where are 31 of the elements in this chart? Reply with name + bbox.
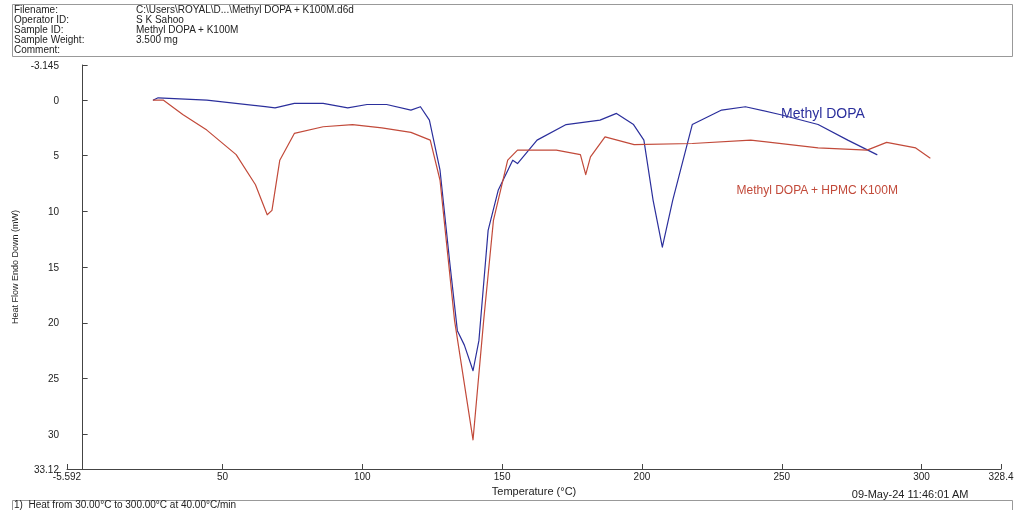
series-label: Methyl DOPA (781, 104, 866, 121)
x-axis-title: Temperature (°C) (491, 485, 577, 498)
y-tick-label: 15 (47, 261, 60, 273)
x-tick-label: 300 (913, 470, 931, 482)
y-tick-label: 30 (47, 428, 60, 440)
y-tick-label: 10 (47, 205, 60, 217)
y-axis-title: Heat Flow Endo Down (mW) (9, 209, 20, 325)
x-tick-label: 100 (353, 470, 372, 482)
text: C:\Users\ROYAL\D...\Methyl DOPA + K100M.d6d (136, 3, 354, 15)
x-tick-label: 150 (493, 470, 511, 482)
text: 1) Heat from 30.00°C to 300.00°C at 40.00°C/min (14, 498, 237, 510)
text: Operator ID: (14, 13, 70, 25)
y-tick-label: -3.145 (30, 59, 60, 71)
y-tick-label: 20 (47, 317, 60, 329)
text: S K Sahoo (136, 13, 185, 25)
text: Methyl DOPA + K100M (136, 23, 239, 35)
x-tick-label: 250 (773, 470, 791, 482)
y-tick-label: 5 (53, 150, 60, 162)
text: Comment: (14, 43, 61, 55)
y-tick-label: 25 (47, 373, 60, 385)
x-tick-label: 50 (216, 470, 229, 482)
text: Sample Weight: (14, 33, 85, 45)
text: Filename: (14, 3, 58, 15)
line-series (152, 99, 931, 441)
text: Methyl DOPA + HPMC K100M (736, 182, 898, 197)
x-tick-label: 200 (633, 470, 651, 482)
text: Sample ID: (14, 23, 64, 35)
text: 09-May-24 11:46:01 AM (851, 487, 969, 500)
x-tick-label: 328.4 (988, 470, 1014, 482)
y-tick-label: 0 (53, 94, 60, 106)
text: 3.500 mg (136, 33, 178, 45)
